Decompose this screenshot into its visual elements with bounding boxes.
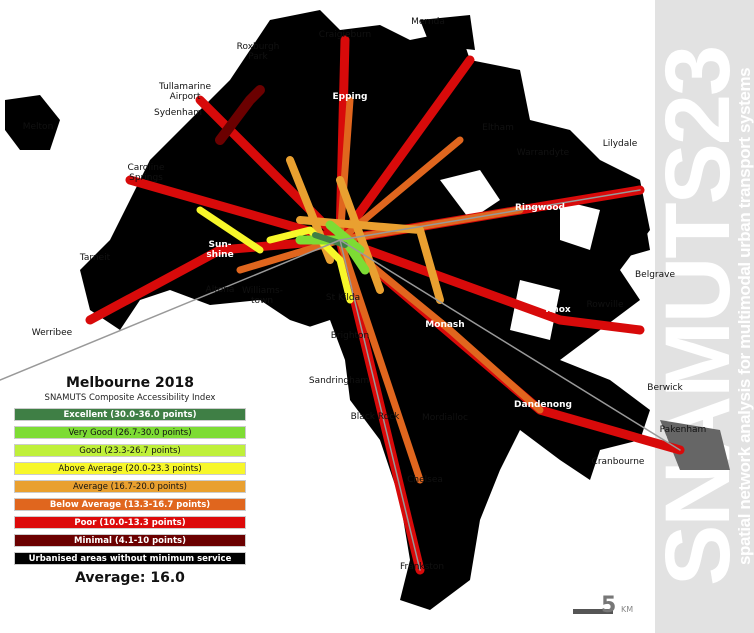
place-label: Chelsea (407, 475, 443, 485)
place-label: Dandenong (514, 400, 572, 410)
legend-item: Above Average (20.0-23.3 points) (14, 462, 246, 475)
legend-item: Average (16.7-20.0 points) (14, 480, 246, 493)
legend-item: Minimal (4.1-10 points) (14, 534, 246, 547)
place-label: Lilydale (602, 139, 638, 149)
legend-item: Good (23.3-26.7 points) (14, 444, 246, 457)
place-label: Tarneit (79, 253, 111, 263)
place-label: Tullamarine Airport (158, 82, 212, 102)
place-label: Berwick (647, 383, 683, 393)
place-label: Craigieburn (318, 30, 372, 40)
place-label: Sandringham (308, 376, 370, 386)
place-label: Epping (332, 92, 368, 102)
legend-item: Excellent (30.0-36.0 points) (14, 408, 246, 421)
place-label: Ringwood (515, 203, 565, 213)
legend-subtitle: SNAMUTS Composite Accessibility Index (44, 393, 216, 403)
place-label: Sydenham (154, 108, 202, 118)
legend-item: Poor (10.0-13.3 points) (14, 516, 246, 529)
place-label: Werribee (31, 328, 73, 338)
legend-items: Excellent (30.0-36.0 points) Very Good (2… (14, 408, 246, 565)
place-label: Williams-town (242, 286, 283, 306)
place-label: Pakenham (659, 425, 707, 435)
legend-average: Average: 16.0 (75, 570, 185, 586)
legend: Melbourne 2018 SNAMUTS Composite Accessi… (14, 372, 246, 586)
legend-item: Urbanised areas without minimum service (14, 552, 246, 565)
watermark: SNAMUTS23 spatial network analysis for m… (655, 0, 754, 633)
place-label: Sun-shine (206, 240, 234, 260)
scale-unit: KM (621, 605, 634, 614)
place-label: Monash (425, 320, 465, 330)
place-label: Caroline Springs (127, 163, 165, 183)
place-label: Roxburgh Park (236, 42, 280, 62)
place-label: Altona (205, 285, 235, 295)
legend-title: Melbourne 2018 (65, 375, 195, 391)
legend-item: Below Average (13.3-16.7 points) (14, 498, 246, 511)
legend-item: Very Good (26.7-30.0 points) (14, 426, 246, 439)
place-label: Melton (22, 122, 54, 132)
scale-value: 5 (601, 593, 617, 618)
place-label: Frankston (399, 562, 445, 572)
place-label: Mernda (411, 17, 445, 27)
service-corridors (0, 35, 685, 575)
place-label: Rowville (586, 300, 624, 310)
place-label: Knox (545, 305, 571, 315)
place-label: Cranbourne (591, 457, 645, 467)
place-label: Warrandyte (516, 148, 570, 158)
place-label: Belgrave (634, 270, 676, 280)
scale-bar-line (573, 609, 613, 614)
place-label: Brighton (330, 331, 370, 341)
place-label: Mordialloc (422, 413, 468, 423)
place-label: St Kilda (325, 293, 361, 303)
place-label: Black Rock (350, 412, 400, 422)
place-label: Eltham (482, 123, 514, 133)
